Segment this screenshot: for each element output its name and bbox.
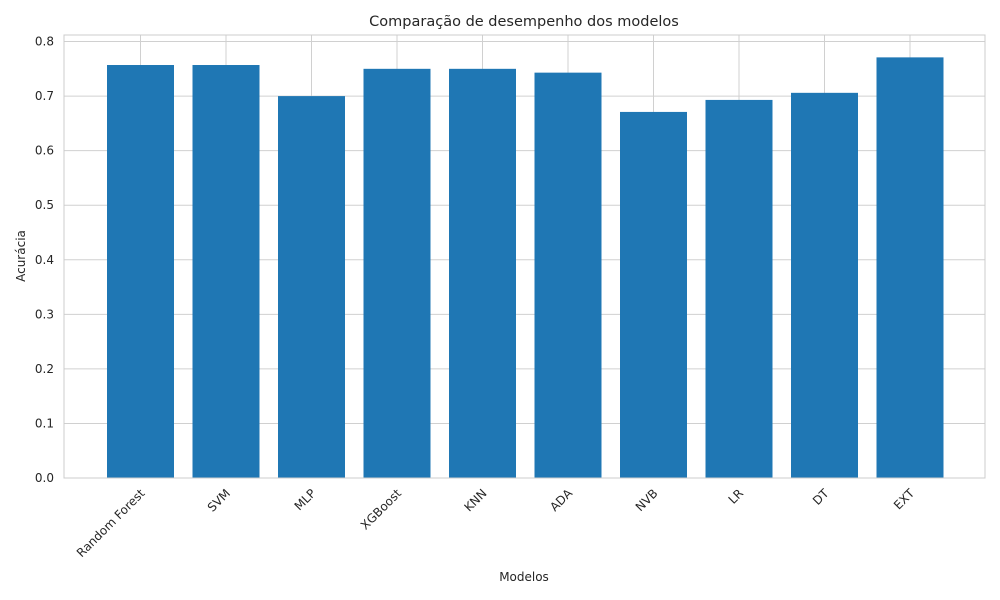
x-tick-label: NVB xyxy=(633,486,661,514)
plot-frame xyxy=(63,34,986,479)
chart-title: Comparação de desempenho dos modelos xyxy=(369,14,679,30)
bar-nvb xyxy=(620,111,687,479)
x-tick-label: Random Forest xyxy=(74,486,148,560)
bar-xgboost xyxy=(363,68,431,478)
y-axis-ticks: 0.0 0.1 0.2 0.3 0.4 0.5 0.6 0.7 0.8 xyxy=(35,35,54,485)
x-tick-label: EXT xyxy=(891,486,918,513)
x-axis-label: Modelos xyxy=(499,570,549,584)
x-tick-label: ADA xyxy=(547,486,575,514)
bar-svm xyxy=(192,65,260,478)
y-tick-label: 0.7 xyxy=(35,89,54,103)
x-tick-label: SVM xyxy=(205,486,233,514)
y-tick-label: 0.8 xyxy=(35,35,54,49)
y-tick-label: 0.3 xyxy=(35,307,54,321)
y-tick-label: 0.0 xyxy=(35,471,54,485)
bar-mlp xyxy=(278,96,345,478)
x-axis-ticks: Random Forest SVM MLP XGBoost KNN ADA NVB LR DT E… xyxy=(74,486,918,560)
x-tick-label: LR xyxy=(726,486,747,507)
y-tick-label: 0.6 xyxy=(35,144,54,158)
bar-dt xyxy=(791,92,858,478)
bar-knn xyxy=(449,68,516,478)
x-tick-label: DT xyxy=(810,486,832,508)
x-tick-label: MLP xyxy=(292,486,319,513)
bar-lr xyxy=(705,99,773,478)
y-tick-label: 0.4 xyxy=(35,253,54,267)
x-tick-label: XGBoost xyxy=(358,486,404,532)
x-tick-label: KNN xyxy=(461,486,489,514)
y-axis-label: Acurácia xyxy=(14,230,28,282)
bar-ada xyxy=(534,72,602,478)
y-tick-label: 0.2 xyxy=(35,362,54,376)
y-tick-label: 0.1 xyxy=(35,416,54,430)
bar-random-forest xyxy=(107,65,174,478)
bars xyxy=(107,57,944,479)
bar-ext xyxy=(876,57,944,478)
y-tick-label: 0.5 xyxy=(35,198,54,212)
